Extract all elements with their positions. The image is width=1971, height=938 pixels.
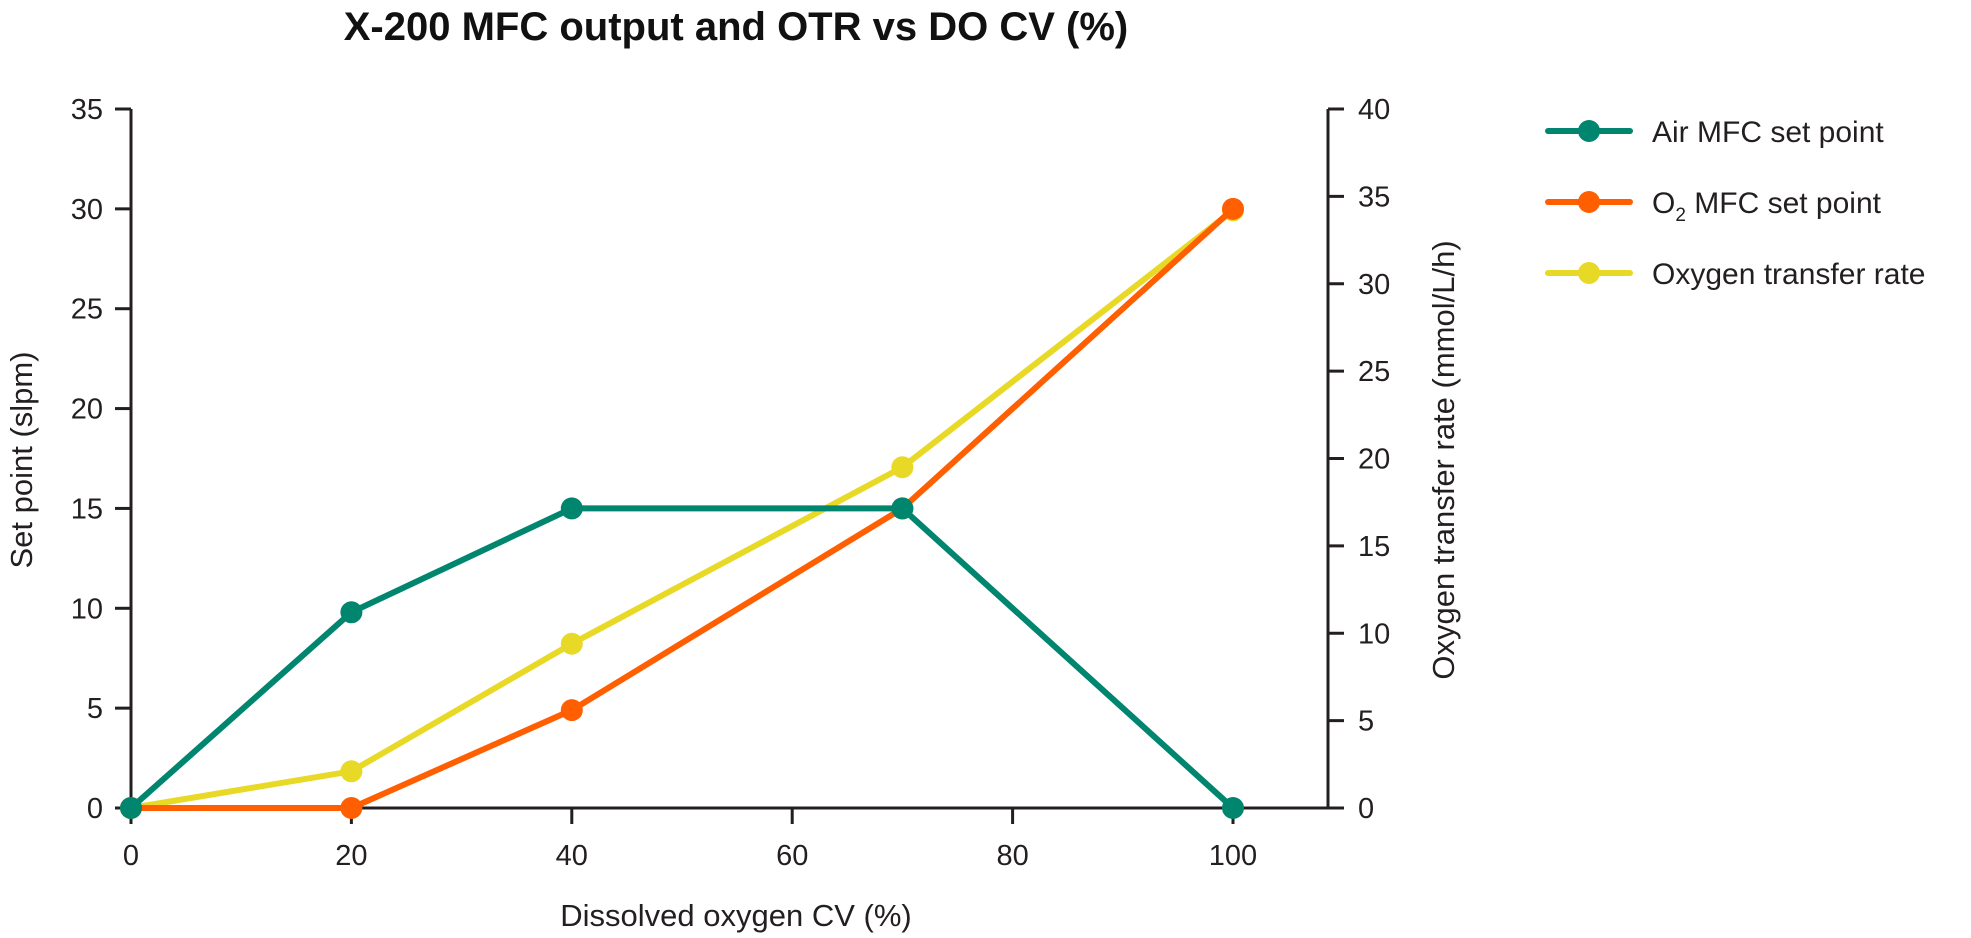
series-air-mfc-set-point (120, 497, 1244, 819)
left-axis-tick-label: 25 (71, 294, 103, 326)
data-point (1222, 197, 1244, 220)
x-axis-tick-label: 100 (1209, 840, 1257, 872)
data-point (1222, 797, 1244, 819)
data-point (560, 632, 583, 655)
right-axis-tick-label: 20 (1358, 444, 1390, 476)
left-axis-tick-label: 5 (87, 693, 103, 725)
left-axis-tick-label: 30 (71, 194, 103, 226)
left-y-axis: 0 5 10 15 20 25 30 35 (71, 94, 133, 825)
data-point (340, 797, 363, 819)
left-axis-tick-label: 0 (87, 793, 103, 825)
legend-marker-icon (1578, 191, 1600, 213)
series-layer (120, 197, 1244, 819)
left-axis-tick-label: 35 (71, 94, 103, 126)
legend-label: O2 MFC set point (1652, 187, 1882, 226)
x-axis: 0 20 40 60 80 100 (123, 806, 1329, 872)
x-axis-label: Dissolved oxygen CV (%) (560, 898, 911, 933)
right-y-axis: 0 5 10 15 20 25 30 35 40 (1326, 94, 1390, 825)
y2-axis-label: Oxygen transfer rate (mmol/L/h) (1426, 240, 1461, 679)
legend-label: Air MFC set point (1652, 116, 1884, 149)
left-axis-tick-label: 20 (71, 394, 103, 426)
legend: Air MFC set point O2 MFC set point Oxygen … (1545, 116, 1925, 291)
data-point (560, 497, 583, 520)
data-point (340, 601, 363, 624)
left-axis-tick-label: 10 (71, 593, 103, 625)
left-axis-tick-label: 15 (71, 493, 103, 525)
legend-marker-icon (1578, 120, 1600, 142)
legend-label: Oxygen transfer rate (1652, 258, 1925, 291)
series-oxygen-transfer-rate (120, 199, 1244, 819)
x-axis-tick-label: 20 (335, 840, 367, 872)
series-line (128, 505, 1236, 811)
right-axis-tick-label: 25 (1358, 356, 1390, 388)
legend-marker-icon (1578, 262, 1600, 284)
right-axis-tick-label: 5 (1358, 706, 1374, 738)
chart-title: X-200 MFC output and OTR vs DO CV (%) (344, 5, 1128, 49)
right-axis-tick-label: 15 (1358, 531, 1390, 563)
data-point (560, 699, 583, 722)
x-axis-tick-label: 80 (996, 840, 1028, 872)
right-axis-tick-label: 0 (1358, 793, 1374, 825)
legend-item: Oxygen transfer rate (1545, 258, 1925, 291)
right-axis-tick-label: 35 (1358, 181, 1390, 213)
x-axis-tick-label: 60 (776, 840, 808, 872)
data-point (120, 797, 142, 819)
right-axis-tick-label: 40 (1358, 94, 1390, 126)
legend-item: Air MFC set point (1545, 116, 1884, 149)
legend-item: O2 MFC set point (1545, 187, 1882, 226)
right-axis-tick-label: 10 (1358, 618, 1390, 650)
x-axis-tick-label: 0 (123, 840, 139, 872)
data-point (340, 760, 363, 783)
x-axis-tick-label: 40 (556, 840, 588, 872)
y-axis-label: Set point (slpm) (4, 351, 39, 568)
data-point (891, 456, 914, 479)
right-axis-tick-label: 30 (1358, 269, 1390, 301)
data-point (891, 497, 914, 520)
